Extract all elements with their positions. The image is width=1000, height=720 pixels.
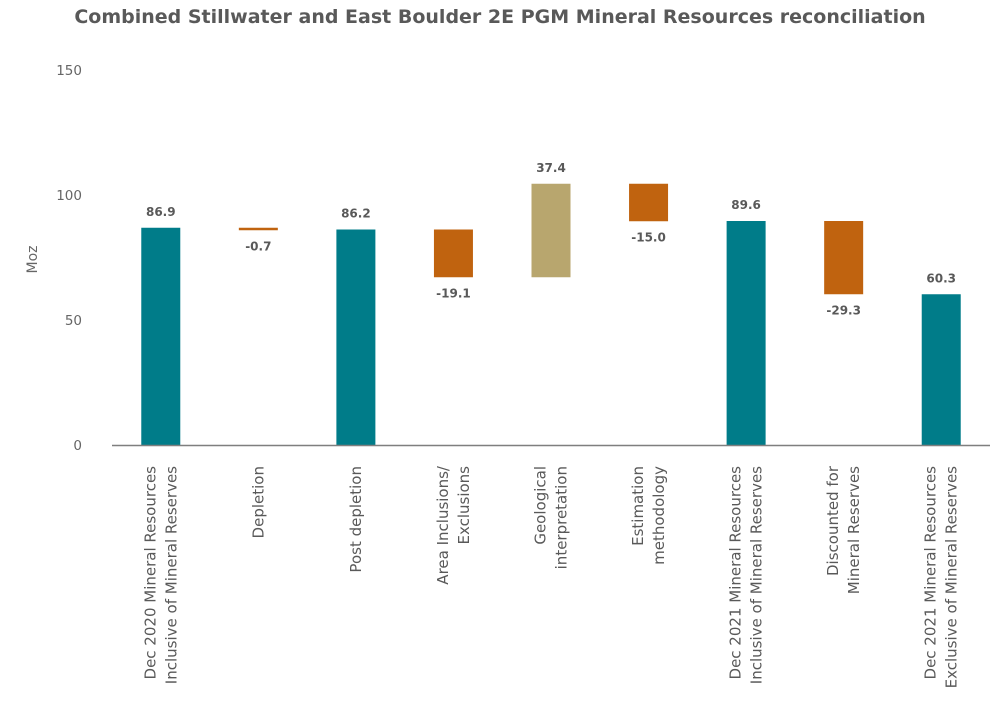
category-label: Post depletion xyxy=(347,466,365,573)
bar-decrease xyxy=(238,227,278,231)
y-axis-title: Moz xyxy=(25,246,41,274)
bar-total xyxy=(336,229,376,445)
bar-total xyxy=(726,221,766,445)
bar-increase xyxy=(531,183,571,278)
data-label: 60.3 xyxy=(926,271,956,285)
category-label: Geological xyxy=(532,466,550,545)
category-label: Estimation xyxy=(629,466,647,546)
y-tick-label: 100 xyxy=(56,188,82,204)
category-label: Exclusive of Mineral Reserves xyxy=(943,466,961,689)
category-label: Area Inclusions/ xyxy=(434,465,452,585)
data-label: 86.9 xyxy=(146,205,176,219)
data-label: 37.4 xyxy=(536,161,566,175)
category-label: Mineral Reserves xyxy=(845,466,863,594)
category-label: Dec 2021 Mineral Resources xyxy=(922,466,940,680)
category-label: Exclusions xyxy=(455,466,473,545)
data-label: 86.2 xyxy=(341,207,371,221)
y-tick-label: 50 xyxy=(65,313,82,329)
category-label: Dec 2020 Mineral Resources xyxy=(141,466,159,680)
data-label: -15.0 xyxy=(631,230,666,244)
bar-total xyxy=(921,294,961,445)
bar-decrease xyxy=(629,183,669,222)
data-label: -0.7 xyxy=(245,239,271,253)
bar-total xyxy=(141,227,181,445)
data-label: -29.3 xyxy=(826,303,861,317)
y-tick-label: 0 xyxy=(73,438,82,454)
category-label: Inclusive of Mineral Reserves xyxy=(162,466,180,684)
category-label: Discounted for xyxy=(824,465,842,576)
data-label: 89.6 xyxy=(731,198,761,212)
y-tick-label: 150 xyxy=(56,63,82,79)
chart-title: Combined Stillwater and East Boulder 2E … xyxy=(74,6,926,28)
data-label: -19.1 xyxy=(436,286,471,300)
category-label: Depletion xyxy=(249,466,267,538)
category-label: Dec 2021 Mineral Resources xyxy=(727,466,745,680)
category-label: methodology xyxy=(650,466,668,565)
bar-decrease xyxy=(824,221,864,295)
category-label: interpretation xyxy=(553,466,571,569)
bar-decrease xyxy=(433,229,473,278)
category-label: Inclusive of Mineral Reserves xyxy=(748,466,766,684)
